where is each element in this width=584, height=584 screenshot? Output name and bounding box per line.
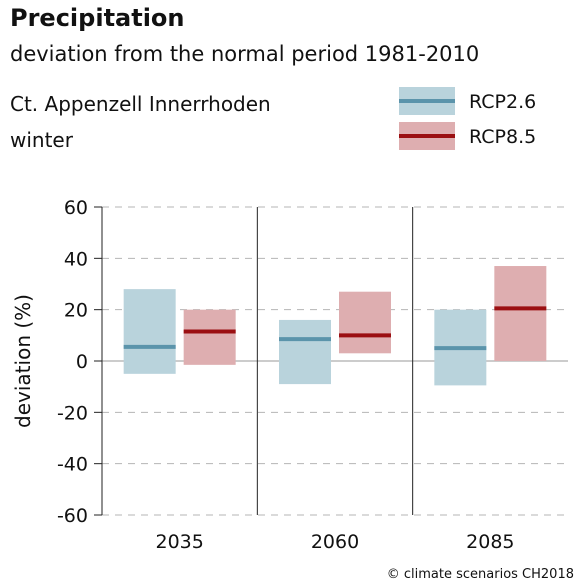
range-box: [279, 319, 331, 385]
season-label: winter: [10, 128, 73, 152]
y-tick-label: -20: [57, 402, 88, 424]
range-box: [494, 266, 547, 361]
legend-label: RCP2.6: [469, 91, 536, 113]
chart-title: Precipitation: [10, 4, 185, 32]
range-box: [339, 291, 391, 354]
legend-label: RCP8.5: [469, 126, 536, 148]
y-tick-label: 20: [64, 300, 88, 322]
x-tick-label: 2060: [311, 531, 359, 553]
y-axis-title: deviation (%): [11, 294, 35, 428]
legend: RCP2.6 RCP8.5: [399, 87, 536, 150]
axes: -60 -40 -20 0 20 40 60 deviation (%) 2035 2060 208…: [11, 197, 515, 553]
y-tick-label: 60: [64, 197, 88, 219]
range-box: [123, 289, 176, 374]
credit-text: © climate scenarios CH2018: [386, 567, 574, 582]
region-label: Ct. Appenzell Innerrhoden: [10, 92, 271, 116]
grid: [102, 206, 568, 516]
range-box: [183, 309, 236, 365]
period-separators: [256, 207, 414, 515]
y-tick-label: 0: [76, 351, 88, 373]
x-tick-label: 2035: [155, 531, 203, 553]
y-tick-label: -60: [57, 505, 88, 527]
chart-subtitle: deviation from the normal period 1981-20…: [10, 42, 480, 66]
y-tick-label: -40: [57, 454, 88, 476]
x-tick-label: 2085: [466, 531, 514, 553]
chart-marks: [123, 266, 547, 386]
y-tick-label: 40: [64, 248, 88, 270]
